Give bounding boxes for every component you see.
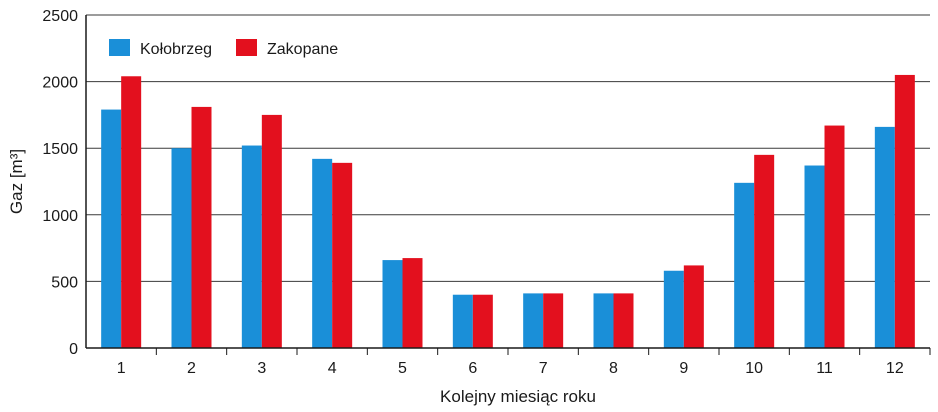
bar-kolobrzeg-12 bbox=[874, 126, 895, 348]
x-tick-labels: 1 2 3 4 5 6 7 8 9 10 11 12 bbox=[117, 348, 931, 377]
legend-swatch-zakopane bbox=[236, 39, 257, 56]
bar-zakopane-6 bbox=[472, 294, 493, 348]
x-tick-label: 9 bbox=[679, 360, 688, 377]
bar-zakopane-1 bbox=[121, 76, 142, 348]
bar-kolobrzeg-5 bbox=[382, 260, 403, 348]
bar-kolobrzeg-11 bbox=[804, 165, 825, 348]
y-axis-title: Gaz [m³] bbox=[7, 149, 26, 214]
bar-zakopane-11 bbox=[824, 125, 845, 348]
x-tick-label: 11 bbox=[816, 360, 833, 377]
bar-kolobrzeg-9 bbox=[663, 270, 684, 348]
bar-zakopane-4 bbox=[332, 162, 353, 348]
y-tick-label: 2000 bbox=[42, 75, 78, 92]
x-axis-title: Kolejny miesiąc roku bbox=[440, 387, 596, 406]
legend-label-zakopane: Zakopane bbox=[267, 41, 338, 58]
bar-zakopane-2 bbox=[191, 106, 212, 349]
x-tick-label: 3 bbox=[257, 360, 266, 377]
bar-zakopane-12 bbox=[894, 74, 915, 348]
bar-kolobrzeg-2 bbox=[171, 148, 192, 348]
x-tick-label: 8 bbox=[609, 360, 618, 377]
x-tick-label: 10 bbox=[745, 360, 763, 377]
bar-kolobrzeg-1 bbox=[101, 109, 122, 349]
legend-swatch-kolobrzeg bbox=[109, 39, 130, 56]
bar-kolobrzeg-4 bbox=[312, 158, 333, 348]
x-tick-label: 12 bbox=[886, 360, 904, 377]
bar-zakopane-7 bbox=[543, 293, 564, 348]
bar-kolobrzeg-6 bbox=[452, 294, 473, 348]
legend-label-kolobrzeg: Kołobrzeg bbox=[140, 41, 212, 58]
y-tick-labels: 0 500 1000 1500 2000 2500 bbox=[42, 8, 78, 358]
grid-lines bbox=[86, 14, 930, 282]
x-tick-label: 2 bbox=[187, 360, 196, 377]
y-tick-label: 1500 bbox=[42, 141, 78, 158]
legend: Kołobrzeg Zakopane bbox=[109, 39, 338, 58]
x-tick-label: 5 bbox=[398, 360, 407, 377]
bars bbox=[101, 74, 915, 349]
bar-kolobrzeg-8 bbox=[593, 293, 614, 348]
x-tick-label: 4 bbox=[328, 360, 337, 377]
bar-kolobrzeg-7 bbox=[523, 293, 544, 348]
bar-zakopane-5 bbox=[402, 258, 423, 348]
y-tick-label: 1000 bbox=[42, 208, 78, 225]
bar-kolobrzeg-3 bbox=[241, 145, 262, 348]
y-tick-label: 2500 bbox=[42, 8, 78, 25]
x-tick-label: 6 bbox=[468, 360, 477, 377]
bar-zakopane-8 bbox=[613, 293, 634, 348]
y-tick-label: 0 bbox=[69, 341, 78, 358]
bar-zakopane-10 bbox=[754, 154, 775, 348]
bar-zakopane-3 bbox=[261, 114, 282, 349]
x-tick-label: 7 bbox=[539, 360, 548, 377]
x-tick-label: 1 bbox=[117, 360, 126, 377]
bar-kolobrzeg-10 bbox=[734, 182, 755, 348]
bar-zakopane-9 bbox=[683, 265, 704, 348]
y-tick-label: 500 bbox=[51, 274, 78, 291]
axes bbox=[85, 15, 930, 349]
